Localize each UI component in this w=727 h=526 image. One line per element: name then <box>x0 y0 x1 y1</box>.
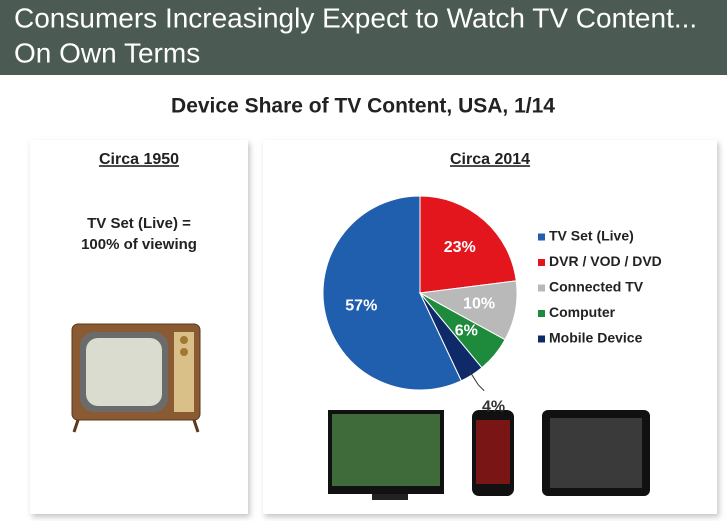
legend-label: DVR / VOD / DVD <box>549 253 662 269</box>
pie-slice <box>419 195 517 294</box>
data-label: 57% <box>345 297 377 314</box>
legend-swatch <box>538 310 545 317</box>
leader-line <box>468 370 485 392</box>
vintage-tv <box>71 323 201 433</box>
legend-swatch <box>538 335 545 343</box>
title-bar <box>0 0 727 75</box>
legend-label: Connected TV <box>549 279 644 295</box>
legend-swatch <box>538 259 545 266</box>
panel-heading: Circa 1950 <box>99 151 179 168</box>
devices <box>328 410 650 500</box>
data-label: 6% <box>455 323 478 340</box>
legend-label: Computer <box>549 304 616 320</box>
legend-swatch <box>538 284 545 292</box>
legend-swatch <box>538 233 545 241</box>
pie-slice <box>322 195 462 391</box>
legend-label: TV Set (Live) <box>549 228 634 244</box>
panel-text: TV Set (Live) = <box>87 215 191 232</box>
data-label: 10% <box>463 295 495 312</box>
slide-title: On Own Terms <box>14 37 200 68</box>
legend-label: Mobile Device <box>549 330 643 346</box>
panel-text: 100% of viewing <box>81 236 197 253</box>
slide-title: Consumers Increasingly Expect to Watch T… <box>14 2 697 33</box>
subtitle: Device Share of TV Content, USA, 1/14 <box>171 95 555 118</box>
data-label: 23% <box>444 239 476 256</box>
chart-title: Circa 2014 <box>450 151 530 168</box>
data-label: 4% <box>482 399 505 416</box>
